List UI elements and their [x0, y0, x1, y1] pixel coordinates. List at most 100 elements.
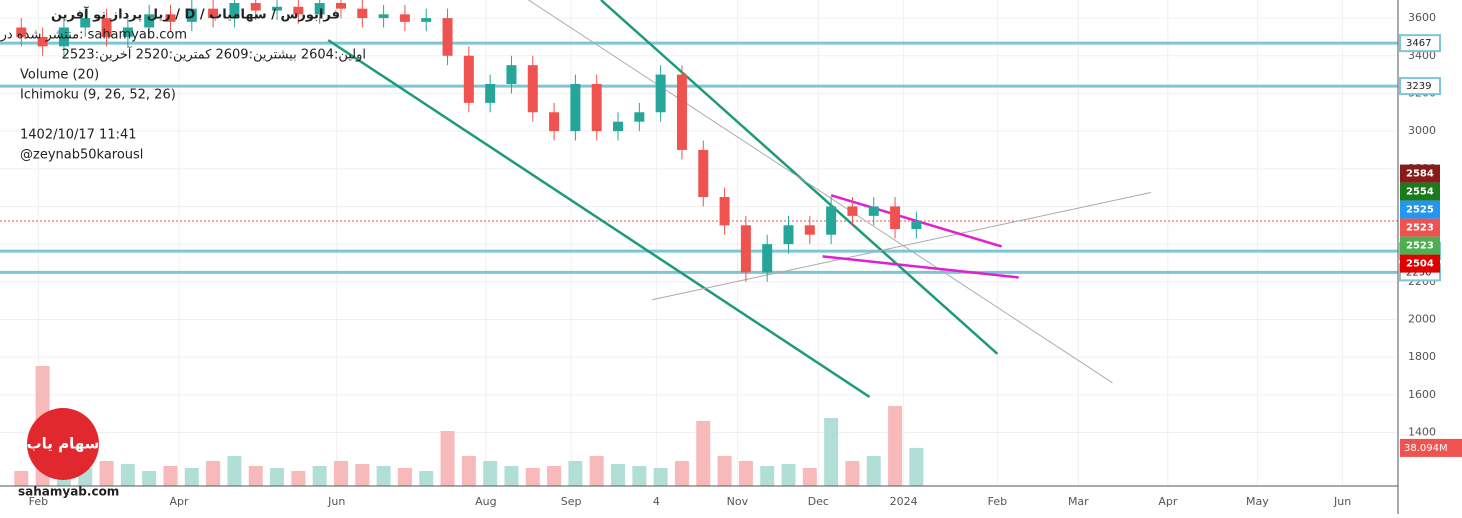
volume-bar — [717, 456, 732, 486]
volume-bar — [568, 461, 583, 486]
x-tick-label: Mar — [1068, 495, 1089, 508]
level-label-bg — [1399, 34, 1441, 53]
x-tick-label: 4 — [653, 495, 660, 508]
candle-body — [463, 55, 474, 103]
candle-body — [890, 206, 901, 230]
candle-body — [250, 3, 261, 11]
volume-label: 38.094M — [1404, 443, 1448, 454]
level-label: 2250 — [1406, 267, 1431, 278]
y-tick-label: 1600 — [1408, 388, 1436, 401]
volume-bar — [888, 406, 903, 486]
candle-body — [527, 65, 538, 113]
volume-bar — [653, 468, 668, 486]
candle-body — [101, 18, 112, 37]
volume-bar — [738, 461, 753, 486]
author: @zeynab50karousl — [20, 148, 143, 163]
level-label: 3467 — [1406, 38, 1431, 49]
candle-body — [122, 27, 133, 37]
volume-bar — [142, 471, 157, 486]
price-label-bg — [1400, 254, 1440, 273]
volume-bar — [248, 466, 263, 486]
price-label-bg — [1400, 164, 1440, 183]
volume-bar — [845, 461, 860, 486]
volume-bar — [760, 466, 775, 486]
price-label: 2554 — [1406, 187, 1434, 198]
volume-bar — [696, 421, 711, 486]
candle-body — [144, 14, 155, 28]
volume-bar — [312, 466, 327, 486]
volume-bar — [291, 471, 306, 486]
volume-bar — [866, 456, 881, 486]
ohlc-text: اولین:2604 بیشترین:2609 کمترین:2520 آخری… — [62, 46, 366, 63]
volume-bar — [227, 456, 242, 486]
candle-body — [762, 244, 773, 273]
x-tick-label: Jun — [327, 495, 345, 508]
candle-body — [272, 6, 283, 11]
candle-body — [229, 3, 240, 19]
volume-bar — [397, 468, 412, 486]
candle-body — [335, 3, 346, 9]
candle-body — [442, 18, 453, 56]
candle-body — [16, 27, 27, 37]
candle-body — [549, 112, 560, 132]
candle-body — [421, 18, 432, 22]
indicator: Volume (20) — [20, 68, 99, 83]
candle-body — [634, 112, 645, 122]
trendline — [327, 39, 871, 398]
volume-bar — [909, 447, 924, 486]
candle-body — [655, 74, 666, 113]
candle-body — [293, 6, 304, 15]
trendline — [822, 255, 1019, 279]
volume-bar — [504, 466, 519, 486]
x-tick-label: Sep — [561, 495, 582, 508]
candle-body — [378, 14, 389, 19]
x-tick-label: Aug — [475, 495, 496, 508]
candle-body — [80, 18, 91, 28]
timestamp: 1402/10/17 11:41 — [20, 128, 137, 143]
candle-body — [357, 8, 368, 19]
y-tick-label: 1800 — [1408, 350, 1436, 363]
volume-bar — [184, 468, 199, 486]
x-tick-label: Feb — [988, 495, 1007, 508]
x-tick-label: Apr — [1158, 495, 1178, 508]
price-label-bg — [1400, 236, 1440, 255]
x-tick-label: Jun — [1333, 495, 1351, 508]
level-label-bg — [1399, 77, 1441, 96]
price-label: 2584 — [1406, 169, 1434, 180]
candle-body — [186, 8, 197, 22]
candle-body — [676, 74, 687, 150]
volume-bar — [461, 456, 476, 486]
candle-body — [37, 36, 48, 47]
volume-bar — [163, 466, 178, 486]
volume-bar — [355, 464, 370, 486]
volume-bar — [206, 461, 221, 486]
x-tick-label: Nov — [727, 495, 749, 508]
trendline — [652, 192, 1151, 301]
level-label: 3239 — [1406, 81, 1431, 92]
volume-bar — [802, 468, 817, 486]
candle-body — [804, 225, 815, 235]
y-tick-label: 2000 — [1408, 312, 1436, 325]
price-label: 2525 — [1406, 205, 1434, 216]
indicator: Ichimoku (9, 26, 52, 26) — [20, 88, 176, 103]
candle-body — [698, 149, 709, 198]
candle-body — [868, 206, 879, 216]
volume-bar — [440, 431, 455, 486]
x-tick-label: Feb — [29, 495, 48, 508]
volume-bar — [483, 461, 498, 486]
candle-body — [485, 84, 496, 103]
price-label-bg — [1400, 182, 1440, 201]
candle-body — [719, 197, 730, 226]
volume-bar — [99, 461, 114, 486]
x-tick-label: Dec — [808, 495, 829, 508]
candle-body — [208, 8, 219, 19]
candle-body — [570, 84, 581, 132]
watermark: sahamyab.com — [18, 485, 119, 499]
volume-bar — [824, 418, 839, 486]
volume-bar — [14, 471, 29, 486]
x-tick-label: May — [1246, 495, 1269, 508]
candle-body — [314, 3, 325, 15]
price-label-bg — [1400, 200, 1440, 219]
candle-body — [847, 206, 858, 216]
